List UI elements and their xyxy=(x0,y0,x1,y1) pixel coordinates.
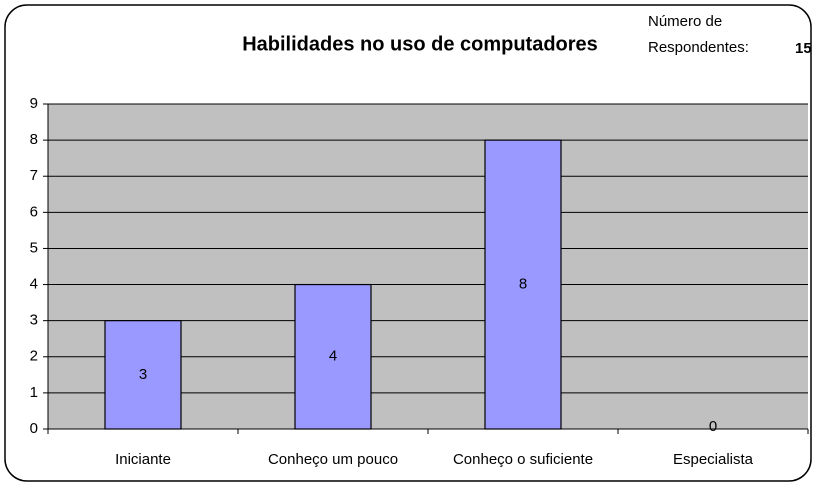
y-tick-label: 4 xyxy=(30,276,38,293)
x-tick-label: Conheço um pouco xyxy=(268,451,398,468)
y-tick-label: 8 xyxy=(30,131,38,148)
bar xyxy=(484,139,562,430)
y-tick-label: 7 xyxy=(30,167,38,184)
y-tick-label: 1 xyxy=(30,384,38,401)
y-tick-label: 3 xyxy=(30,312,38,329)
data-label: 0 xyxy=(709,418,717,435)
y-tick-label: 6 xyxy=(30,203,38,220)
x-tick-label: Especialista xyxy=(673,451,754,468)
y-tick-label: 0 xyxy=(30,420,38,437)
data-label: 4 xyxy=(329,348,337,365)
bar xyxy=(294,283,372,430)
data-label: 8 xyxy=(519,276,527,293)
y-tick-label: 9 xyxy=(30,95,38,112)
chart-title: Habilidades no uso de computadores xyxy=(242,33,598,55)
x-tick-label: Iniciante xyxy=(115,451,171,468)
y-tick-label: 5 xyxy=(30,239,38,256)
x-tick-label: Conheço o suficiente xyxy=(453,451,593,468)
bar xyxy=(104,320,182,430)
annotation: Respondentes: xyxy=(648,39,749,56)
y-tick-label: 2 xyxy=(30,348,38,365)
annotation: Número de xyxy=(648,13,722,30)
data-label: 3 xyxy=(139,366,147,383)
respondent-count: 15 xyxy=(795,40,812,57)
